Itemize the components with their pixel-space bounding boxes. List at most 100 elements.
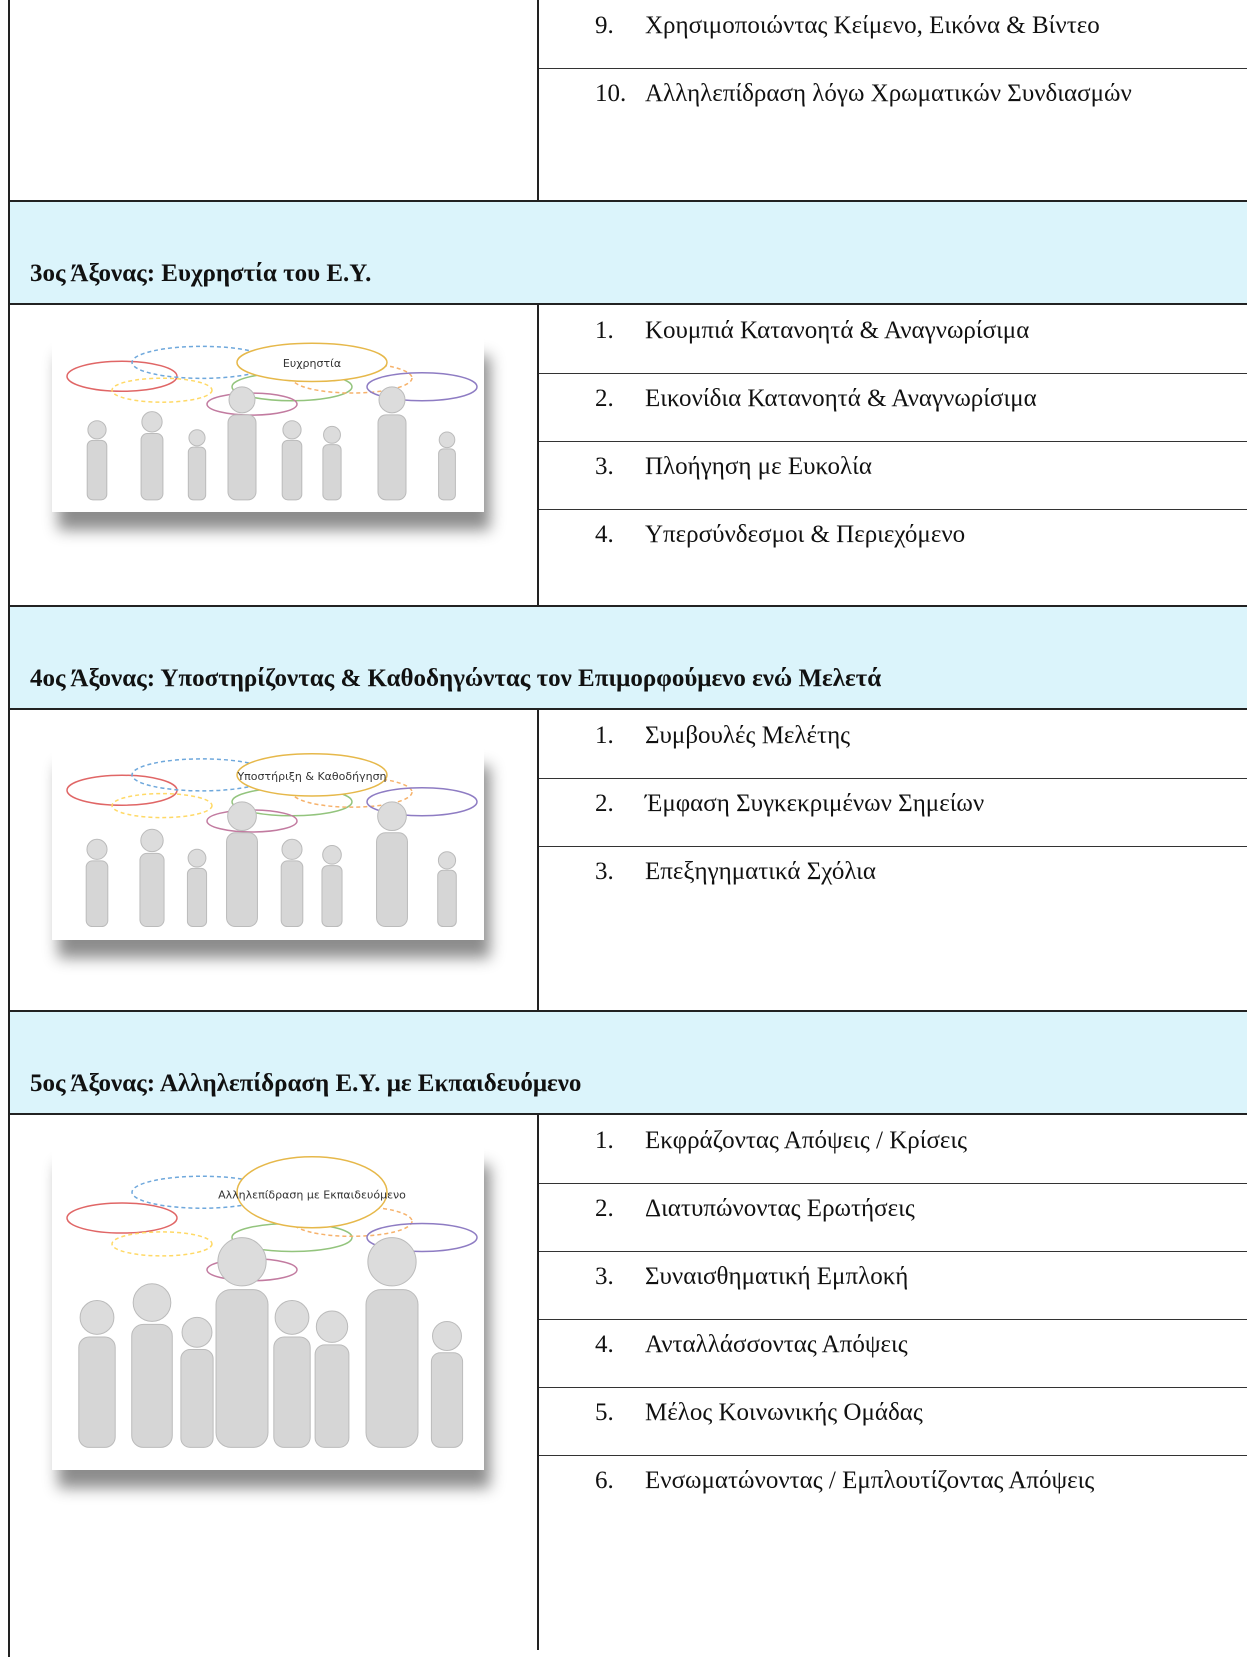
bubble-label: Υποστήριξη & Καθοδήγηση (236, 770, 386, 783)
item-text: Έμφαση Συγκεκριμένων Σημείων (645, 790, 985, 817)
figure-body (187, 446, 207, 501)
figure-head (282, 420, 302, 440)
speech-bubble (236, 753, 388, 797)
item-text: Υπερσύνδεσμοι & Περιεχόμενο (645, 521, 966, 548)
figure-body (437, 869, 457, 928)
item-number: 2. (595, 790, 614, 817)
section-heading-band: 5ος Άξονας: Αλληλεπίδραση Ε.Υ. με Εκπαιδ… (8, 1010, 1247, 1115)
item-number: 3. (595, 453, 614, 480)
figure-head (281, 838, 303, 860)
figure-body (140, 433, 164, 501)
item-number: 1. (595, 317, 614, 344)
figure-body (273, 1336, 311, 1448)
item-text: Πλοήγηση με Ευκολία (645, 453, 872, 480)
list-item: 3. Συναισθηματική Εμπλοκή (595, 1252, 1235, 1318)
list-item: 1. Κουμπιά Κατανοητά & Αναγνωρίσιμα (595, 306, 1235, 372)
row-separator (537, 1319, 1247, 1320)
item-text: Ανταλλάσσοντας Απόψεις (645, 1331, 908, 1358)
list-item: 1. Εκφράζοντας Απόψεις / Κρίσεις (595, 1116, 1235, 1182)
list-item: 6. Ενσωματώνοντας / Εμπλουτίζοντας Απόψει… (595, 1456, 1235, 1522)
column-divider (537, 305, 539, 605)
figure-body (78, 1336, 116, 1448)
item-text: Συναισθηματική Εμπλοκή (645, 1263, 909, 1290)
list-item: 1. Συμβουλές Μελέτης (595, 711, 1235, 777)
item-text: Εκφράζοντας Απόψεις / Κρίσεις (645, 1127, 968, 1154)
list-item: 10. Αλληλεπίδραση λόγω Χρωματικών Συνδιασ… (595, 69, 1235, 189)
column-divider (537, 1115, 539, 1650)
speech-bubble (236, 342, 388, 383)
section-heading: 3ος Άξονας: Ευχρηστία του Ε.Υ. (30, 260, 372, 287)
list-item: 2. Έμφαση Συγκεκριμένων Σημείων (595, 779, 1235, 845)
item-text: Συμβουλές Μελέτης (645, 722, 851, 749)
figure-head (79, 1300, 115, 1335)
figure-head (438, 431, 456, 449)
speech-bubble (366, 371, 478, 402)
row-separator (537, 373, 1247, 374)
item-text: Επεξηγηματικά Σχόλια (645, 858, 876, 885)
row-separator (537, 1251, 1247, 1252)
figure-body (131, 1323, 173, 1448)
figure-body (226, 832, 258, 928)
figure-body (322, 444, 342, 501)
figure-head (228, 386, 256, 414)
speech-bubble (236, 1155, 388, 1229)
item-number: 3. (595, 858, 614, 885)
figure-body (139, 852, 165, 928)
illustration: Υποστήριξη & Καθοδήγηση (52, 748, 484, 940)
list-item: 5. Μέλος Κοινωνικής Ομάδας (595, 1388, 1235, 1454)
figure-head (274, 1300, 310, 1335)
speech-bubble (66, 360, 178, 393)
row-separator (537, 846, 1247, 847)
figure-head (323, 425, 341, 444)
speech-bubble (66, 1202, 178, 1234)
figure-body (280, 860, 304, 928)
list-item: 3. Επεξηγηματικά Σχόλια (595, 847, 1235, 913)
item-number: 10. (595, 80, 627, 107)
item-number: 2. (595, 1195, 614, 1222)
section-heading: 5ος Άξονας: Αλληλεπίδραση Ε.Υ. με Εκπαιδ… (30, 1070, 582, 1097)
row-separator (537, 1387, 1247, 1388)
illustration-svg: Ευχρηστία (66, 342, 478, 501)
illustration-svg: Αλληλεπίδραση με Εκπαιδευόμενο (66, 1155, 478, 1448)
item-text: Διατυπώνοντας Ερωτήσεις (645, 1195, 915, 1222)
list-item: 4. Υπερσύνδεσμοι & Περιεχόμενο (595, 510, 1235, 576)
figure-head (322, 845, 342, 865)
section-heading-band: 4ος Άξονας: Υποστηρίζοντας & Καθοδηγώντα… (8, 605, 1247, 710)
figure-body (321, 865, 343, 928)
illustration-svg: Υποστήριξη & Καθοδήγηση (66, 753, 478, 928)
item-text: Εικονίδια Κατανοητά & Αναγνωρίσιμα (645, 385, 1037, 412)
row-separator (537, 1183, 1247, 1184)
list-item: 4. Ανταλλάσσοντας Απόψεις (595, 1320, 1235, 1386)
speech-bubble (66, 774, 178, 806)
figure-head (367, 1237, 417, 1287)
column-divider (537, 710, 539, 1010)
figure-head (377, 801, 407, 832)
column-divider (537, 0, 539, 200)
speech-bubble (111, 377, 213, 403)
figure-body (227, 414, 257, 501)
figure-body (215, 1289, 269, 1448)
speech-bubble (366, 1222, 478, 1253)
figure-head (188, 429, 206, 447)
figure-body (430, 1352, 464, 1448)
item-number: 6. (595, 1467, 614, 1494)
figure-head (437, 851, 457, 870)
item-text: Ενσωματώνοντας / Εμπλουτίζοντας Απόψεις (645, 1467, 1095, 1494)
item-text: Κουμπιά Κατανοητά & Αναγνωρίσιμα (645, 317, 1030, 344)
section-heading: 4ος Άξονας: Υποστηρίζοντας & Καθοδηγώντα… (30, 665, 882, 692)
speech-bubble (111, 1231, 213, 1257)
row-separator (537, 441, 1247, 442)
figure-head (86, 838, 108, 860)
item-number: 9. (595, 12, 614, 39)
illustration: Αλληλεπίδραση με Εκπαιδευόμενο (52, 1147, 484, 1470)
figure-body (85, 860, 109, 928)
list-item: 9. Χρησιμοποιώντας Κείμενο, Εικόνα & Βίντ… (595, 1, 1235, 67)
table-left-border (8, 0, 10, 1657)
section-heading-band: 3ος Άξονας: Ευχρηστία του Ε.Υ. (8, 200, 1247, 305)
illustration: Ευχρηστία (52, 338, 484, 512)
figure-head (187, 848, 207, 868)
item-number: 1. (595, 722, 614, 749)
item-text: Μέλος Κοινωνικής Ομάδας (645, 1399, 923, 1426)
list-item: 2. Εικονίδια Κατανοητά & Αναγνωρίσιμα (595, 374, 1235, 440)
